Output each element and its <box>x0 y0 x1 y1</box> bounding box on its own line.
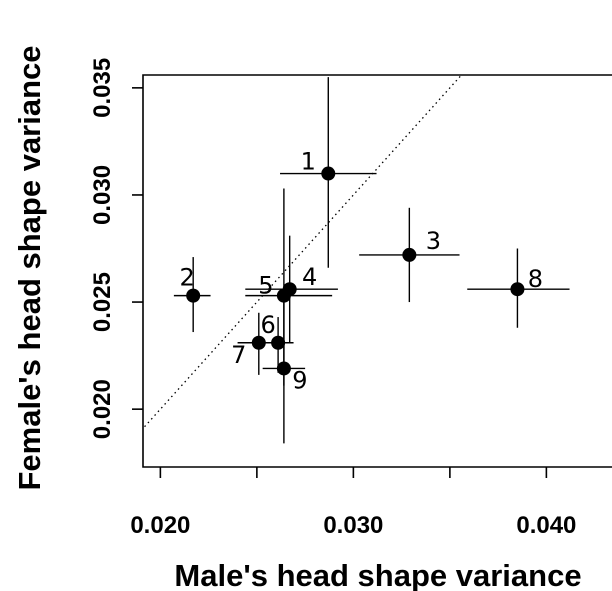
data-point-6 <box>271 335 286 350</box>
x-tick-label: 0.030 <box>323 512 383 539</box>
point-label-4: 4 <box>302 263 317 291</box>
x-tick-label: 0.040 <box>516 512 576 539</box>
data-point-8 <box>510 282 525 297</box>
x-tick-label: 0.020 <box>130 512 190 539</box>
y-axis-title: Female's head shape variance <box>12 45 47 490</box>
point-label-9: 9 <box>292 366 307 394</box>
point-label-6: 6 <box>260 311 275 339</box>
y-tick-label: 0.025 <box>89 272 116 332</box>
point-label-1: 1 <box>301 148 316 176</box>
y-tick-label: 0.035 <box>89 58 116 118</box>
point-label-3: 3 <box>426 227 441 255</box>
data-point-1 <box>321 166 336 181</box>
point-label-5: 5 <box>258 272 273 300</box>
point-label-8: 8 <box>528 265 543 293</box>
data-point-3 <box>402 247 417 262</box>
y-tick-label: 0.020 <box>89 379 116 439</box>
data-point-9 <box>276 361 291 376</box>
data-point-5 <box>276 288 291 303</box>
data-point-7 <box>251 335 266 350</box>
identity-reference-line <box>143 75 463 430</box>
y-tick-label: 0.030 <box>89 165 116 225</box>
point-label-7: 7 <box>231 341 246 369</box>
data-point-2 <box>186 288 201 303</box>
x-axis-title: Male's head shape variance <box>174 558 581 591</box>
point-label-2: 2 <box>180 264 195 292</box>
plot-frame <box>142 74 612 468</box>
